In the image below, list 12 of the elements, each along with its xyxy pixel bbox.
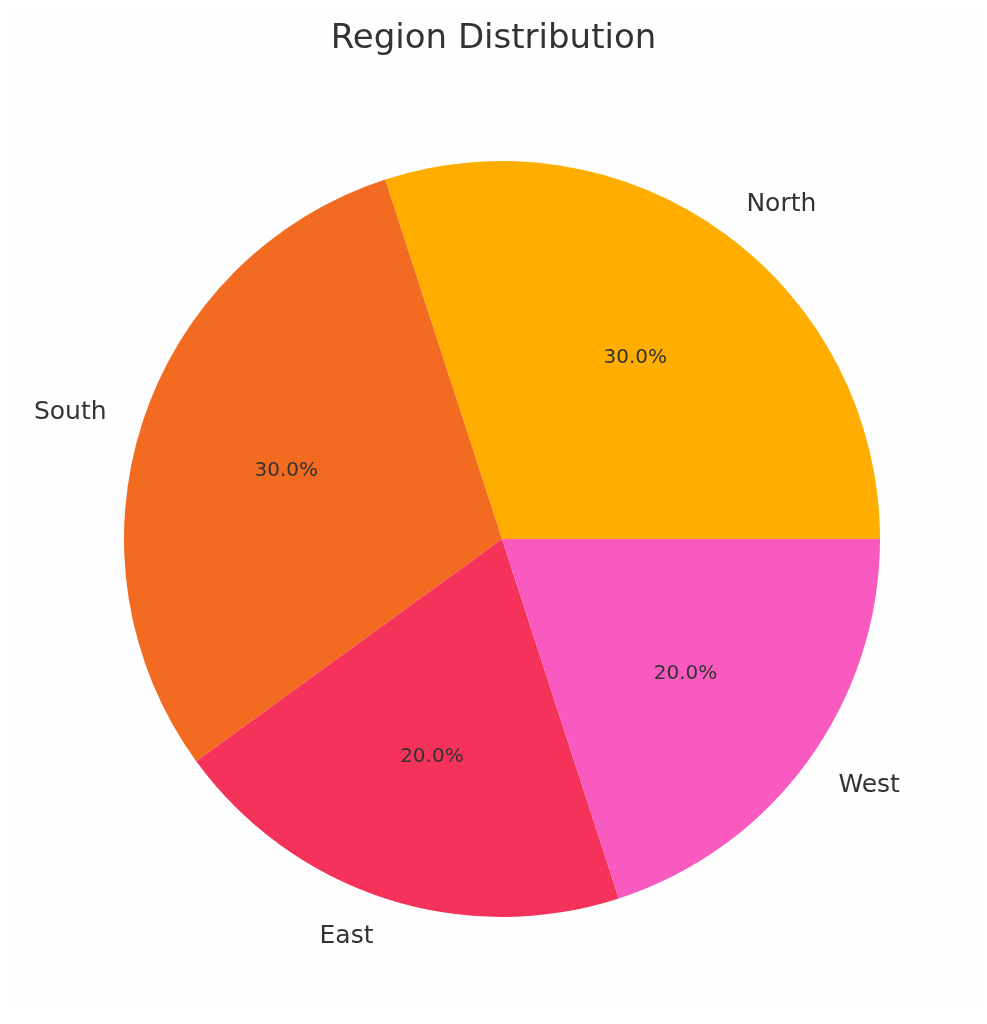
data-label: 20.0% xyxy=(400,742,464,767)
slice-label: West xyxy=(838,768,901,798)
pie-slice xyxy=(124,179,502,762)
slice-label: South xyxy=(33,396,107,426)
pie-slice xyxy=(385,161,880,539)
pie-slice xyxy=(196,539,619,917)
data-label: 30.0% xyxy=(603,343,668,368)
data-label: 20.0% xyxy=(653,660,718,685)
slice-label: East xyxy=(319,919,374,949)
chart-title: Region Distribution xyxy=(329,16,658,56)
slice-label: North xyxy=(746,188,817,218)
data-label: 30.0% xyxy=(254,456,319,481)
